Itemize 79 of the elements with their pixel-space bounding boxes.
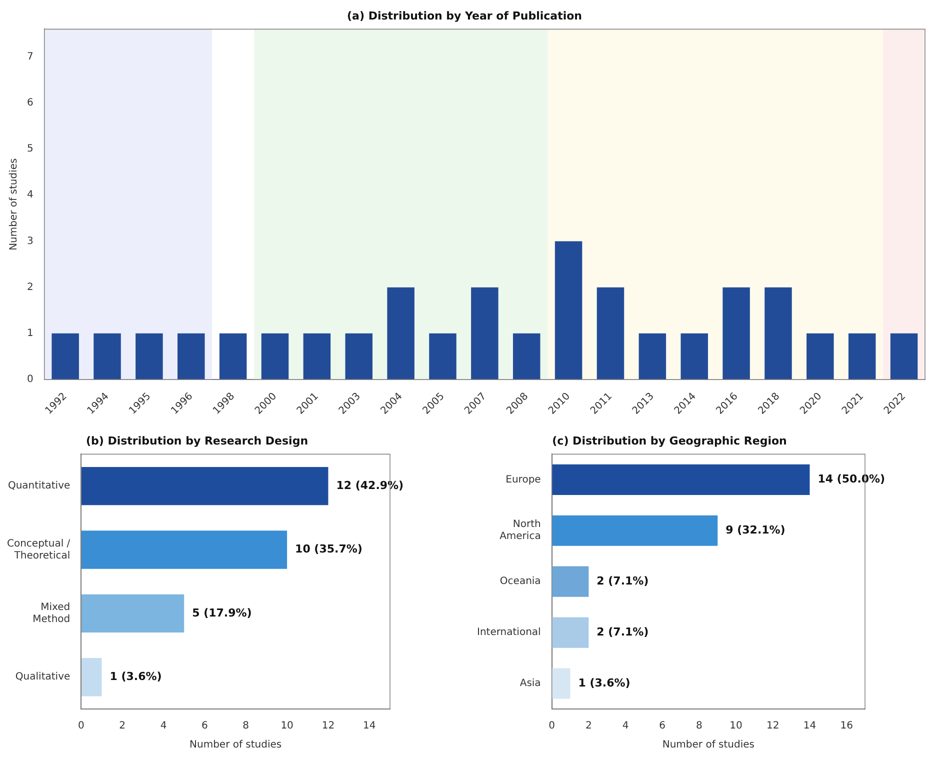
bar — [81, 594, 184, 633]
chart-title: (c) Distribution by Geographic Region — [552, 434, 787, 448]
y-tick-label: Mixed Method — [32, 602, 70, 626]
y-tick-label: 3 — [26, 236, 34, 247]
bar — [429, 333, 456, 380]
bar — [387, 287, 414, 380]
bar — [512, 333, 540, 380]
bar — [638, 333, 666, 380]
x-tick-label: 2 — [119, 720, 126, 732]
bar — [722, 287, 750, 380]
bar — [81, 658, 102, 696]
data-label: 1 (3.6%) — [110, 670, 162, 684]
bar — [552, 668, 570, 699]
bar — [52, 333, 79, 380]
y-tick-label: Asia — [520, 678, 541, 690]
bar — [471, 287, 498, 380]
chart-title: (a) Distribution by Year of Publication — [347, 9, 582, 22]
bar — [680, 333, 708, 380]
bar — [890, 333, 918, 380]
x-tick-label: 14 — [363, 720, 376, 732]
bar — [552, 566, 589, 597]
x-tick-label: 4 — [622, 720, 629, 732]
x-tick-label: 6 — [659, 720, 666, 732]
bar — [303, 333, 331, 380]
data-label: 2 (7.1%) — [596, 574, 649, 588]
y-tick-label: 1 — [26, 328, 34, 340]
chart-title: (b) Distribution by Research Design — [86, 434, 308, 448]
y-tick-label: 5 — [26, 144, 34, 155]
x-axis-title: Number of studies — [662, 740, 754, 751]
x-tick-label: 8 — [696, 720, 702, 732]
data-label: 5 (17.9%) — [192, 606, 252, 620]
bar — [178, 333, 205, 380]
y-tick-label: Conceptual / Theoretical — [6, 538, 71, 562]
bar — [764, 287, 792, 380]
bar — [136, 333, 163, 380]
bar — [345, 333, 373, 380]
y-tick-label: 6 — [26, 98, 34, 109]
x-tick-label: 8 — [242, 720, 250, 732]
x-tick-label: 2 — [585, 720, 592, 732]
x-tick-label: 0 — [548, 720, 556, 732]
y-tick-label: 7 — [26, 51, 34, 62]
y-tick-label: 4 — [26, 190, 34, 201]
y-tick-label: Oceania — [500, 576, 541, 588]
y-tick-label: Qualitative — [15, 672, 70, 683]
y-tick-label: North America — [500, 519, 541, 542]
bar — [94, 333, 121, 380]
x-tick-label: 12 — [766, 720, 780, 732]
x-axis-title: Number of studies — [190, 740, 282, 751]
x-tick-label: 16 — [840, 720, 853, 732]
bar — [81, 466, 328, 506]
bar — [219, 333, 247, 380]
data-label: 2 (7.1%) — [596, 625, 649, 638]
bar — [552, 515, 718, 546]
y-tick-label: 0 — [26, 374, 34, 386]
x-tick-label: 6 — [202, 720, 208, 732]
bar — [554, 241, 582, 380]
x-tick-label: 10 — [730, 720, 742, 732]
bar — [806, 333, 834, 380]
x-tick-label: 0 — [78, 720, 84, 732]
data-label: 1 (3.6%) — [578, 676, 630, 690]
x-tick-label: 10 — [280, 720, 294, 732]
bar — [596, 287, 624, 380]
bar — [261, 333, 289, 380]
data-label: 12 (42.9%) — [336, 478, 404, 492]
x-tick-label: 12 — [322, 720, 335, 732]
y-tick-label: International — [476, 627, 541, 638]
data-label: 10 (35.7%) — [295, 542, 362, 556]
bar — [848, 333, 876, 380]
bar — [552, 464, 810, 495]
y-tick-label: Europe — [506, 474, 541, 486]
x-tick-label: 14 — [803, 720, 816, 732]
y-tick-label: 2 — [26, 282, 34, 293]
y-axis-title: Number of studies — [8, 158, 20, 250]
x-tick-label: 4 — [160, 720, 167, 732]
bar — [552, 617, 589, 648]
y-tick-label: Quantitative — [8, 480, 70, 492]
data-label: 14 (50.0%) — [818, 472, 886, 486]
bar — [81, 530, 288, 569]
data-label: 9 (32.1%) — [726, 524, 786, 536]
